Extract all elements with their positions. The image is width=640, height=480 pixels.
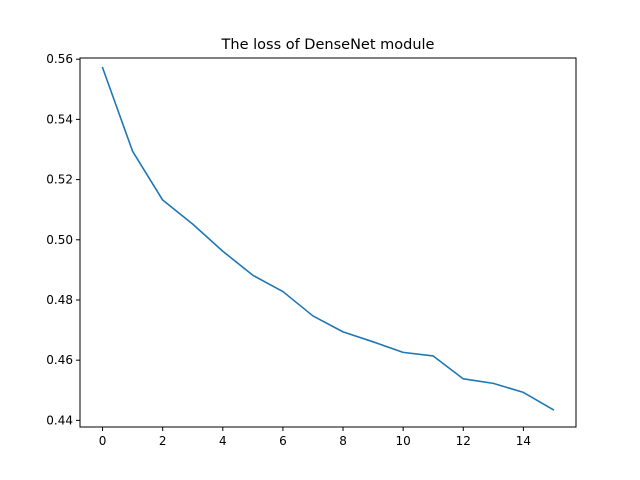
plot-area <box>79 57 577 428</box>
x-axis: 0 2 4 6 8 10 12 14 <box>99 427 531 448</box>
y-tick-label: 0.44 <box>46 413 73 427</box>
chart-title: The loss of DenseNet module <box>221 37 435 53</box>
y-tick-label: 0.52 <box>46 173 73 187</box>
y-tick-label: 0.50 <box>46 233 73 247</box>
loss-line <box>101 66 555 411</box>
x-tick-label: 2 <box>159 434 167 448</box>
y-tick-label: 0.46 <box>46 353 73 367</box>
x-tick-label: 4 <box>219 434 227 448</box>
x-tick-label: 12 <box>456 434 471 448</box>
x-tick-label: 6 <box>279 434 287 448</box>
y-axis: 0.44 0.46 0.48 0.50 0.52 0.54 0.56 <box>46 52 80 427</box>
x-tick-label: 0 <box>99 434 107 448</box>
y-tick-label: 0.54 <box>46 112 73 126</box>
y-tick-label: 0.56 <box>46 52 73 66</box>
series-layer <box>101 66 555 411</box>
x-tick-label: 8 <box>339 434 347 448</box>
x-tick-label: 10 <box>396 434 411 448</box>
y-tick-label: 0.48 <box>46 293 73 307</box>
x-tick-label: 14 <box>516 434 531 448</box>
